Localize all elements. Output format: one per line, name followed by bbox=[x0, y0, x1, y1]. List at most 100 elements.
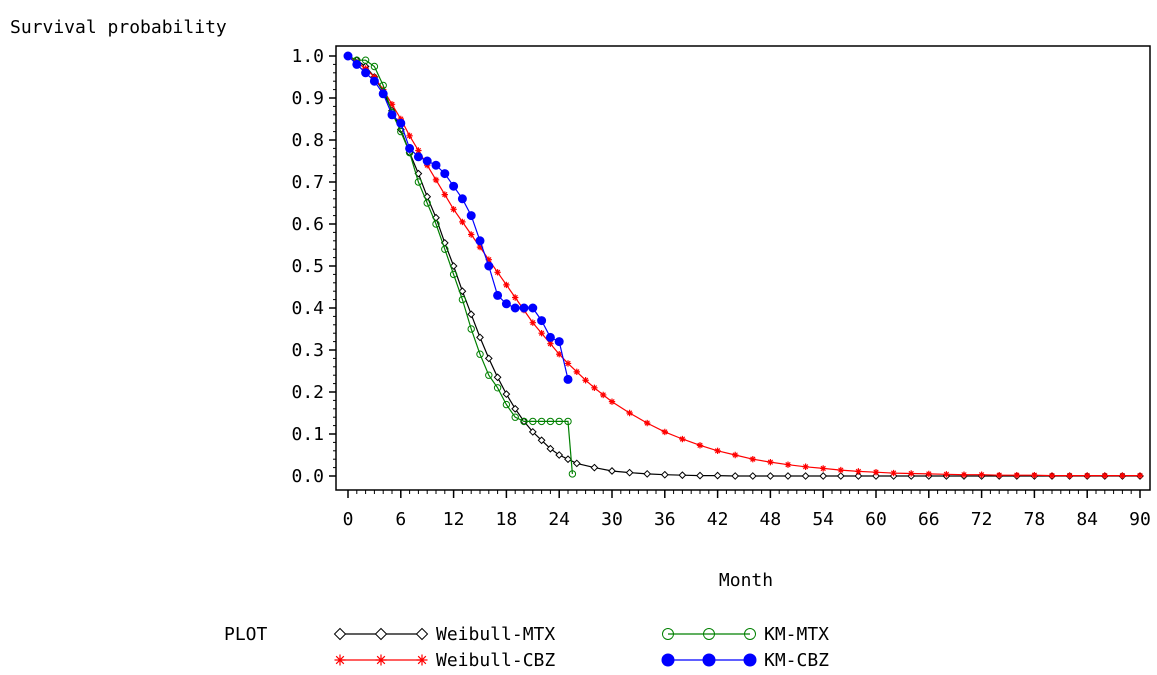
data-point bbox=[352, 59, 362, 69]
data-point bbox=[590, 463, 599, 472]
legend-label: Weibull-CBZ bbox=[436, 650, 555, 671]
data-point bbox=[626, 409, 633, 417]
data-point bbox=[767, 458, 774, 466]
data-point bbox=[563, 374, 573, 384]
legend-title: PLOT bbox=[224, 624, 268, 645]
data-point bbox=[510, 303, 520, 313]
data-point bbox=[1031, 471, 1038, 479]
data-point bbox=[591, 384, 598, 391]
data-point bbox=[493, 373, 502, 382]
x-tick-label: 36 bbox=[654, 509, 676, 530]
data-point bbox=[644, 419, 651, 427]
data-point bbox=[502, 390, 511, 399]
data-point bbox=[501, 299, 511, 309]
data-point bbox=[960, 471, 968, 478]
legend-item-km-cbz: KM-CBZ bbox=[661, 650, 829, 671]
series-line bbox=[347, 55, 1140, 477]
data-point bbox=[432, 220, 440, 228]
data-point bbox=[713, 471, 722, 480]
y-axis-label: Survival probability bbox=[10, 17, 227, 38]
data-point bbox=[836, 472, 845, 480]
data-point bbox=[396, 118, 406, 128]
data-point bbox=[422, 156, 432, 166]
data-point bbox=[572, 459, 581, 468]
series-weibull-cbz bbox=[344, 52, 1144, 479]
series-km-mtx bbox=[344, 52, 577, 478]
y-tick-label: 0.5 bbox=[291, 256, 324, 277]
data-point bbox=[568, 470, 577, 478]
data-point bbox=[493, 290, 503, 300]
data-point bbox=[484, 261, 494, 271]
data-point bbox=[467, 310, 476, 319]
data-point bbox=[564, 455, 572, 464]
x-axis: 0 6 12 18 24 30 36 42 48 54 60 66 72 78 84 90 bbox=[343, 490, 1151, 530]
data-point bbox=[406, 132, 413, 139]
y-tick-label: 0.7 bbox=[291, 172, 324, 193]
legend: PLOT Weibull-MTX Weibull-CBZ KM-MTX KM-CBZ bbox=[224, 624, 829, 671]
series-km-cbz bbox=[343, 51, 573, 384]
y-tick-label: 0.6 bbox=[291, 214, 324, 235]
x-tick-label: 72 bbox=[971, 509, 993, 530]
data-point bbox=[837, 466, 844, 474]
data-point bbox=[679, 435, 686, 443]
legend-label: KM-MTX bbox=[764, 624, 829, 645]
data-point bbox=[423, 199, 431, 207]
data-point bbox=[374, 627, 388, 641]
data-point bbox=[468, 231, 475, 238]
y-tick-label: 0.2 bbox=[291, 382, 324, 403]
data-point bbox=[555, 417, 563, 426]
data-point bbox=[388, 101, 396, 108]
data-point bbox=[784, 461, 792, 468]
data-point bbox=[546, 417, 555, 426]
legend-item-weibull-mtx: Weibull-MTX bbox=[333, 624, 555, 645]
series-weibull-mtx bbox=[344, 52, 1144, 480]
data-point bbox=[450, 206, 457, 213]
data-point bbox=[660, 470, 669, 479]
series-line bbox=[347, 55, 1140, 477]
data-point bbox=[361, 56, 370, 64]
data-point bbox=[1066, 472, 1073, 479]
data-point bbox=[333, 627, 347, 641]
data-point bbox=[475, 236, 485, 246]
data-point bbox=[343, 51, 353, 61]
x-tick-label: 78 bbox=[1024, 509, 1046, 530]
data-point bbox=[512, 294, 519, 301]
data-point bbox=[416, 654, 428, 666]
data-point bbox=[476, 243, 484, 251]
data-point bbox=[890, 469, 897, 477]
y-tick-label: 0.1 bbox=[291, 424, 324, 445]
y-tick-label: 0.9 bbox=[291, 88, 324, 109]
x-tick-label: 48 bbox=[760, 509, 782, 530]
data-point bbox=[369, 76, 379, 86]
data-point bbox=[476, 333, 484, 342]
data-point bbox=[379, 81, 387, 90]
x-tick-label: 42 bbox=[707, 509, 729, 530]
data-point bbox=[485, 256, 492, 263]
data-point bbox=[696, 442, 704, 449]
data-point bbox=[537, 316, 547, 326]
data-point bbox=[802, 463, 809, 470]
data-point bbox=[449, 181, 459, 191]
series-layer bbox=[343, 51, 1144, 480]
data-point bbox=[537, 417, 546, 426]
data-point bbox=[476, 350, 484, 358]
data-point bbox=[387, 110, 397, 120]
data-point bbox=[431, 160, 441, 170]
data-point bbox=[529, 417, 537, 426]
data-point bbox=[564, 360, 572, 367]
data-point bbox=[467, 325, 475, 333]
series-line bbox=[347, 55, 569, 380]
data-point bbox=[978, 471, 985, 478]
data-point bbox=[494, 269, 501, 276]
data-point bbox=[361, 68, 371, 78]
data-point bbox=[1013, 471, 1020, 479]
series-line bbox=[347, 55, 573, 474]
data-point bbox=[547, 340, 554, 347]
data-point bbox=[748, 472, 757, 480]
data-point bbox=[528, 303, 538, 313]
data-point bbox=[732, 451, 739, 459]
data-point bbox=[643, 469, 652, 478]
data-point bbox=[600, 391, 607, 399]
data-point bbox=[441, 191, 448, 198]
data-point bbox=[855, 468, 862, 475]
